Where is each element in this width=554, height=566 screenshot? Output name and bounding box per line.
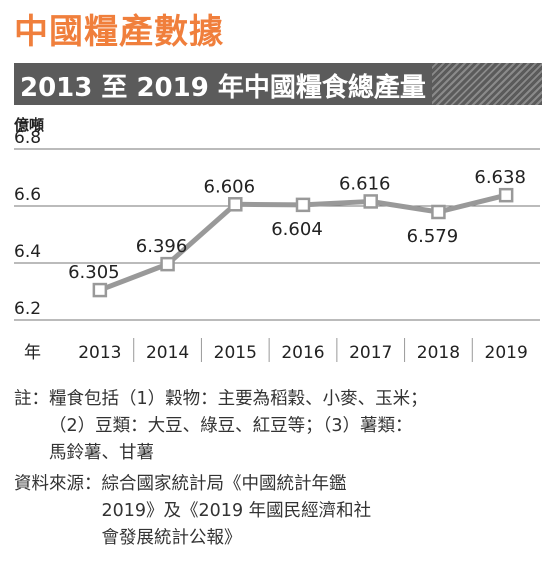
y-tick-label: 6.4 [14,242,41,262]
data-label: 6.396 [136,236,188,257]
data-point [228,197,243,212]
x-tick-label: 2013 [78,343,121,363]
x-tick-label: 2015 [214,343,257,363]
x-tick-label: 2014 [146,343,189,363]
data-label: 6.638 [474,167,526,188]
x-tick-label: 2018 [417,343,460,363]
data-label: 6.616 [339,173,391,194]
x-tick-label: 2019 [485,343,528,363]
data-label: 6.305 [68,262,120,283]
x-tick-label: 2016 [281,343,324,363]
note-text: 糧食包括（1）穀物：主要為稻穀、小麥、玉米； （2）豆類：大豆、綠豆、紅豆等；（… [49,389,428,463]
chart-area: 億噸 6.2 6.4 6.6 6.8 年 2013 2014 2015 2016 2017 2018 2… [0,108,554,373]
chart-title: 2013 至 2019 年中國糧食總產量 [20,73,426,103]
x-tick-label: 2017 [349,343,392,363]
data-point [92,282,108,298]
line-chart: 億噸 6.2 6.4 6.6 6.8 年 2013 2014 2015 2016 2017 2018 2… [14,116,540,363]
note-row: 註： 糧食包括（1）穀物：主要為稻穀、小麥、玉米； （2）豆類：大豆、綠豆、紅豆… [14,386,544,467]
y-tick-label: 6.6 [14,185,41,205]
source-row: 資料來源： 綜合國家統計局《中國統計年鑑 2019》及《2019 年國民經濟和社… [14,471,544,552]
headline: 中國糧產數據 [14,12,224,52]
x-axis-label: 年 [24,343,41,363]
title-banner: 2013 至 2019 年中國糧食總產量 [14,63,542,105]
notes-block: 註： 糧食包括（1）穀物：主要為稻穀、小麥、玉米； （2）豆類：大豆、綠豆、紅豆… [14,386,544,552]
banner-hatch-decoration [432,63,542,105]
data-point [498,187,514,203]
data-label: 6.579 [407,226,459,247]
data-point [431,204,446,220]
data-label: 6.606 [204,176,256,197]
y-tick-label: 6.2 [14,299,41,319]
data-point [295,197,311,213]
note-label: 註： [14,389,49,409]
y-tick-label: 6.8 [14,128,41,148]
data-label: 6.604 [271,219,323,240]
data-point [160,256,175,272]
source-label: 資料來源： [14,474,102,494]
y-axis-label: 億噸 [14,116,44,134]
source-text: 綜合國家統計局《中國統計年鑑 2019》及《2019 年國民經濟和社 會發展統計… [101,474,372,548]
data-point [363,194,378,209]
